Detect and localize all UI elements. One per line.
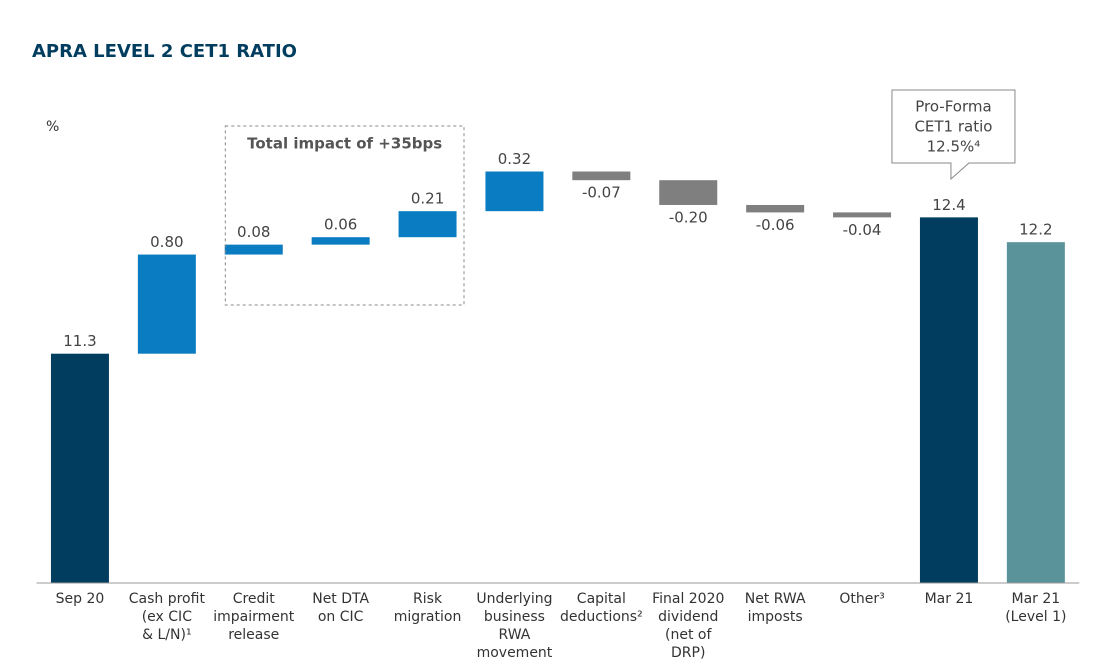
x-tick-label: business: [484, 609, 545, 625]
x-tick-label: Credit: [233, 591, 276, 607]
x-tick-label: Final 2020: [652, 591, 724, 607]
callout-text: Pro-Forma: [915, 98, 991, 116]
x-tick-label: Cash profit: [129, 591, 206, 607]
x-tick-label: RWA: [499, 627, 531, 643]
x-tick-label: (ex CIC: [142, 609, 192, 625]
value-label: 0.80: [150, 233, 183, 251]
value-label: -0.06: [756, 216, 795, 234]
chart-title: APRA LEVEL 2 CET1 RATIO: [32, 41, 297, 62]
value-label: 12.2: [1019, 221, 1052, 239]
bar: [485, 171, 544, 212]
value-label: 11.3: [63, 332, 96, 350]
group-note: Total impact of +35bps: [247, 135, 442, 153]
x-tick-label: Other³: [839, 591, 884, 607]
x-tick-label: deductions²: [560, 609, 643, 625]
callout-text: 12.5%⁴: [927, 138, 981, 156]
x-tick-label: Mar 21: [1012, 591, 1061, 607]
x-tick-label: migration: [394, 609, 462, 625]
group-box: [224, 125, 465, 306]
x-tick-label: & L/N)¹: [142, 627, 191, 643]
value-label: -0.07: [582, 184, 621, 202]
x-tick-label: Net DTA: [312, 591, 369, 607]
value-label: 12.4: [932, 196, 965, 214]
x-tick-label: Risk: [413, 591, 443, 607]
x-tick-label: (Level 1): [1005, 609, 1066, 625]
bar: [137, 254, 196, 354]
x-tick-label: Underlying: [476, 591, 552, 607]
bar: [746, 204, 805, 213]
unit-label: %: [46, 119, 59, 135]
bar: [659, 180, 718, 205]
x-tick-label: Sep 20: [56, 591, 105, 607]
value-label: 0.21: [411, 190, 444, 208]
x-tick-label: dividend: [658, 609, 718, 625]
x-tick-label: (net of: [665, 627, 712, 643]
x-tick-label: movement: [477, 645, 553, 661]
bar: [919, 217, 978, 583]
value-label: 0.08: [237, 223, 270, 241]
x-tick-label: release: [228, 627, 279, 643]
bar: [224, 244, 283, 255]
value-label: -0.20: [669, 208, 708, 226]
x-tick-label: impairment: [213, 609, 295, 625]
x-tick-label: imposts: [748, 609, 803, 625]
value-label: 0.06: [324, 216, 357, 234]
x-tick-label: Net RWA: [745, 591, 806, 607]
callout-text: CET1 ratio: [914, 118, 992, 136]
bar: [833, 212, 892, 218]
callout-box: [891, 89, 1016, 181]
x-tick-label: Mar 21: [925, 591, 974, 607]
x-tick-label: on CIC: [318, 609, 364, 625]
bar: [311, 237, 370, 245]
bar: [572, 171, 631, 181]
value-label: -0.04: [843, 221, 882, 239]
value-label: 0.32: [498, 150, 531, 168]
bar: [50, 353, 109, 583]
x-tick-label: DRP): [671, 645, 705, 661]
bar: [1006, 242, 1065, 584]
x-tick-label: Capital: [577, 591, 626, 607]
bar: [398, 211, 457, 238]
